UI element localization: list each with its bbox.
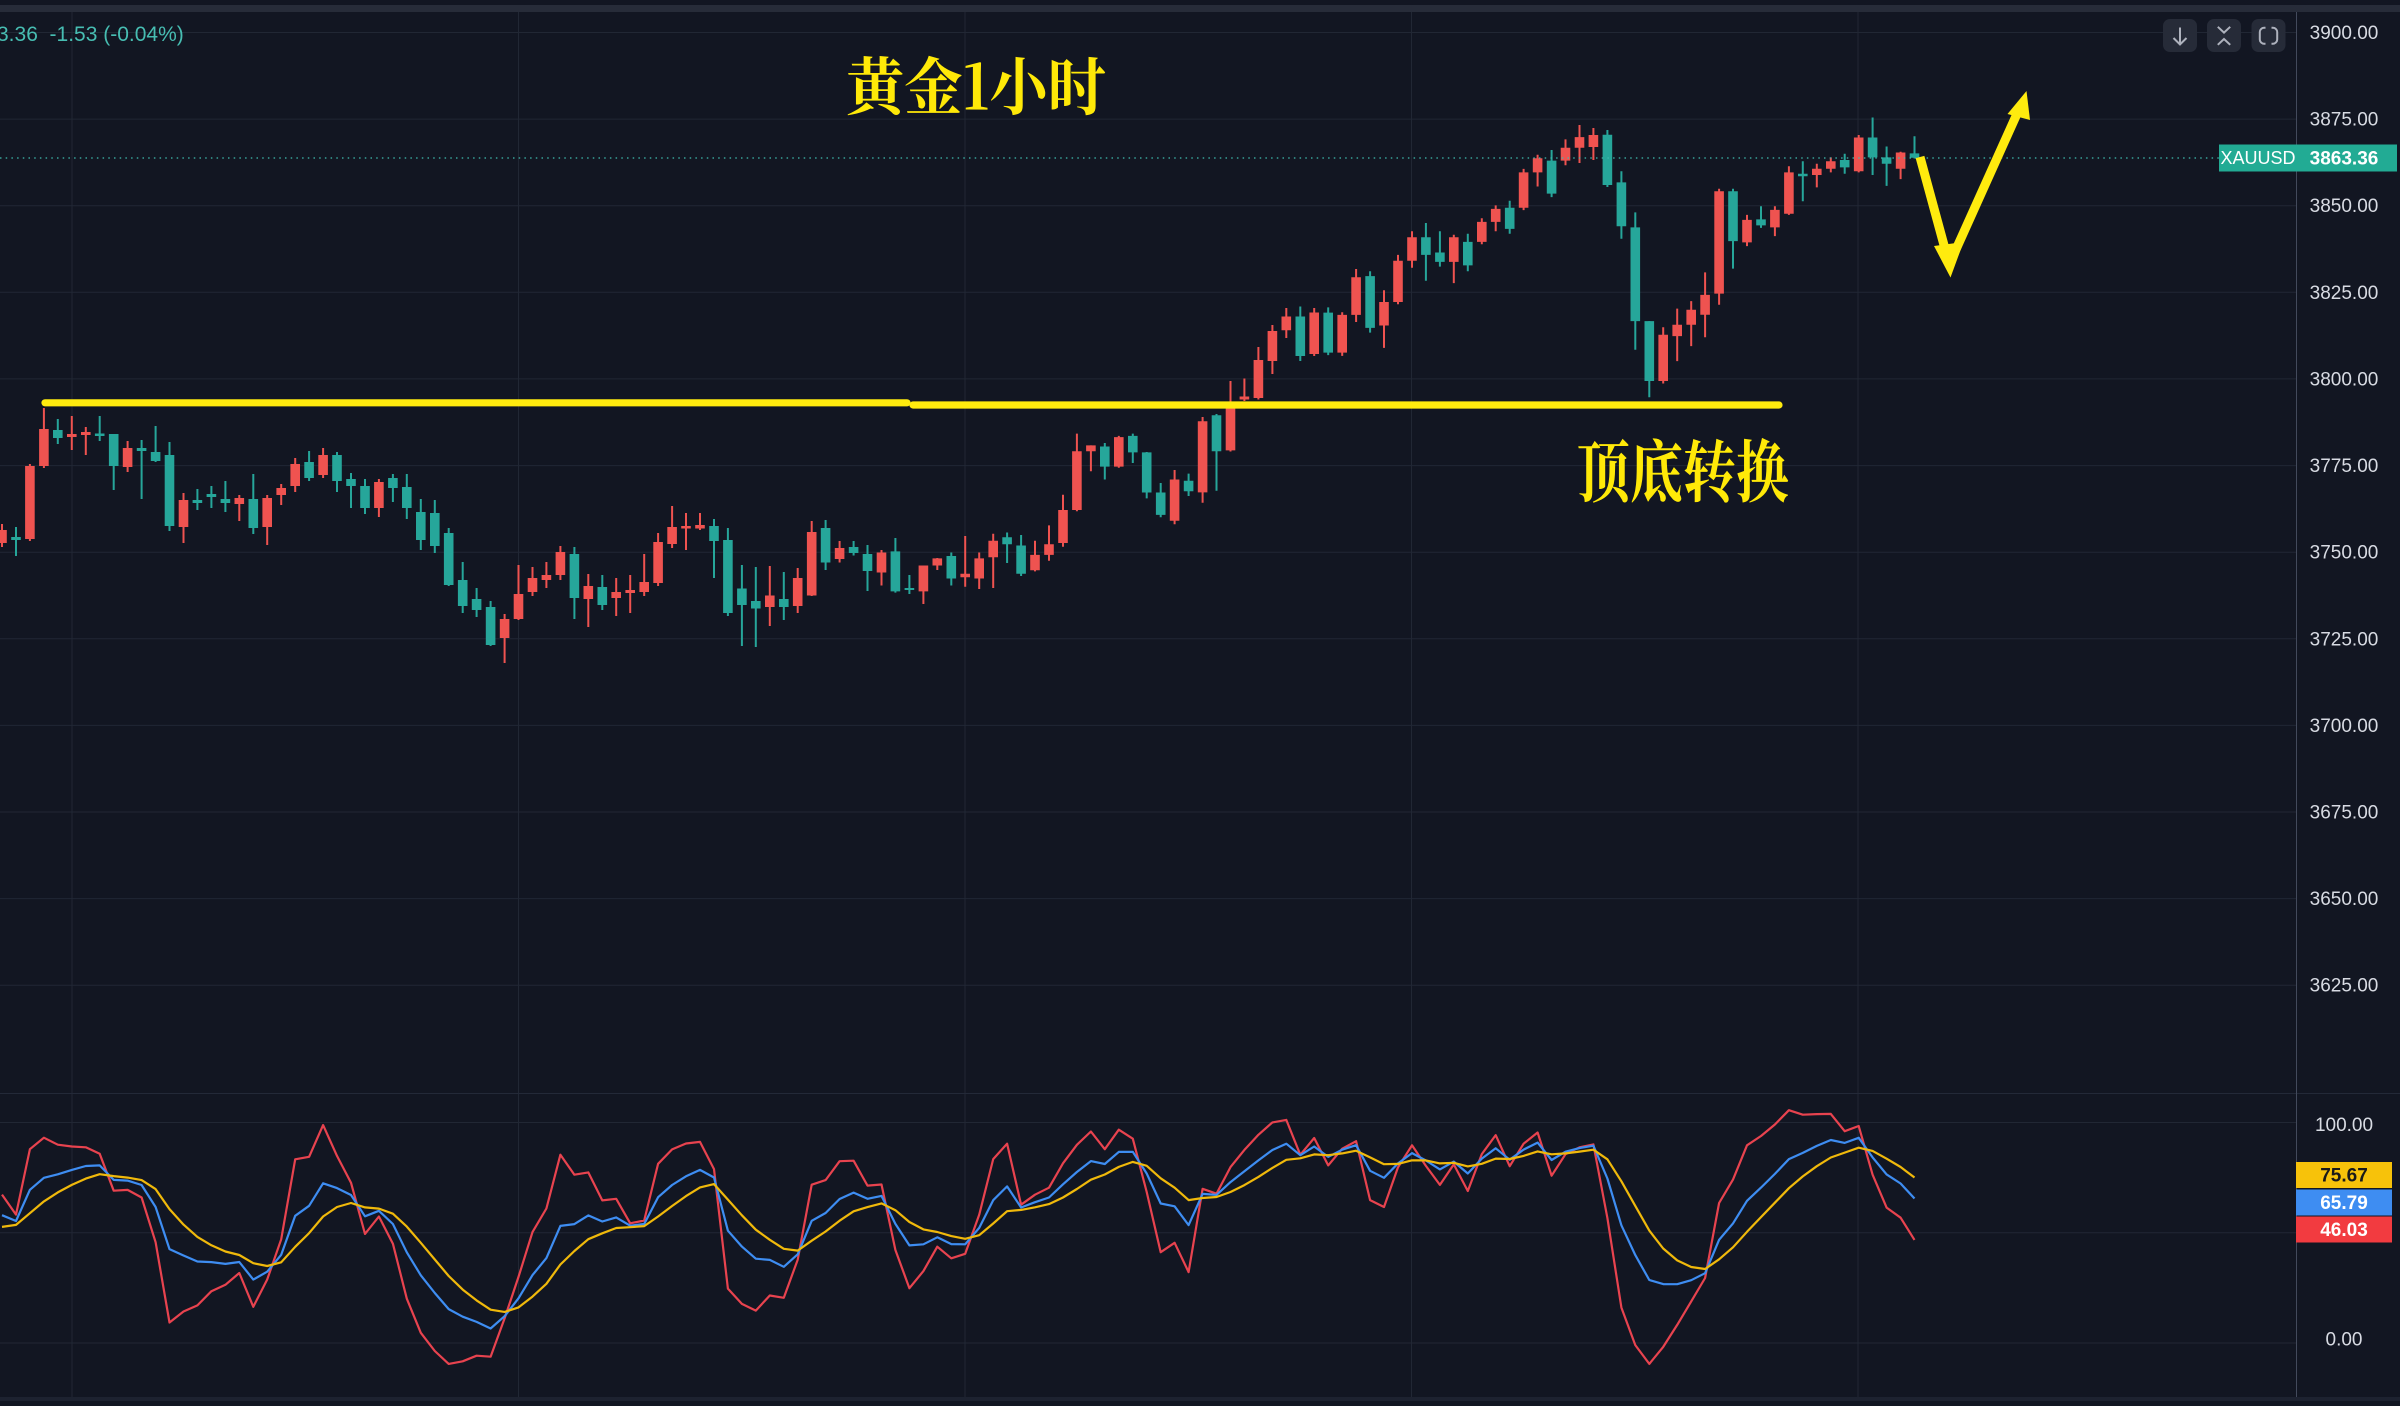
svg-text:3700.00: 3700.00 [2310,716,2379,737]
svg-text:3675.00: 3675.00 [2310,803,2379,824]
svg-text:3775.00: 3775.00 [2310,456,2379,477]
svg-text:0.00: 0.00 [2326,1330,2363,1351]
svg-text:65.79: 65.79 [2320,1193,2368,1214]
svg-text:3900.00: 3900.00 [2310,23,2379,44]
svg-text:3875.00: 3875.00 [2310,110,2379,131]
svg-text:3725.00: 3725.00 [2310,629,2379,650]
svg-text:3.36 -1.53 (-0.04%): 3.36 -1.53 (-0.04%) [0,23,184,46]
svg-text:100.00: 100.00 [2315,1115,2373,1136]
svg-text:46.03: 46.03 [2320,1220,2368,1241]
svg-text:3863.36: 3863.36 [2310,149,2379,170]
svg-text:75.67: 75.67 [2320,1166,2368,1187]
svg-text:XAUUSD: XAUUSD [2220,148,2295,168]
svg-text:3825.00: 3825.00 [2310,283,2379,304]
svg-text:3625.00: 3625.00 [2310,976,2379,997]
svg-text:3650.00: 3650.00 [2310,889,2379,910]
svg-text:3800.00: 3800.00 [2310,369,2379,390]
svg-text:3750.00: 3750.00 [2310,543,2379,564]
svg-text:3850.00: 3850.00 [2310,196,2379,217]
